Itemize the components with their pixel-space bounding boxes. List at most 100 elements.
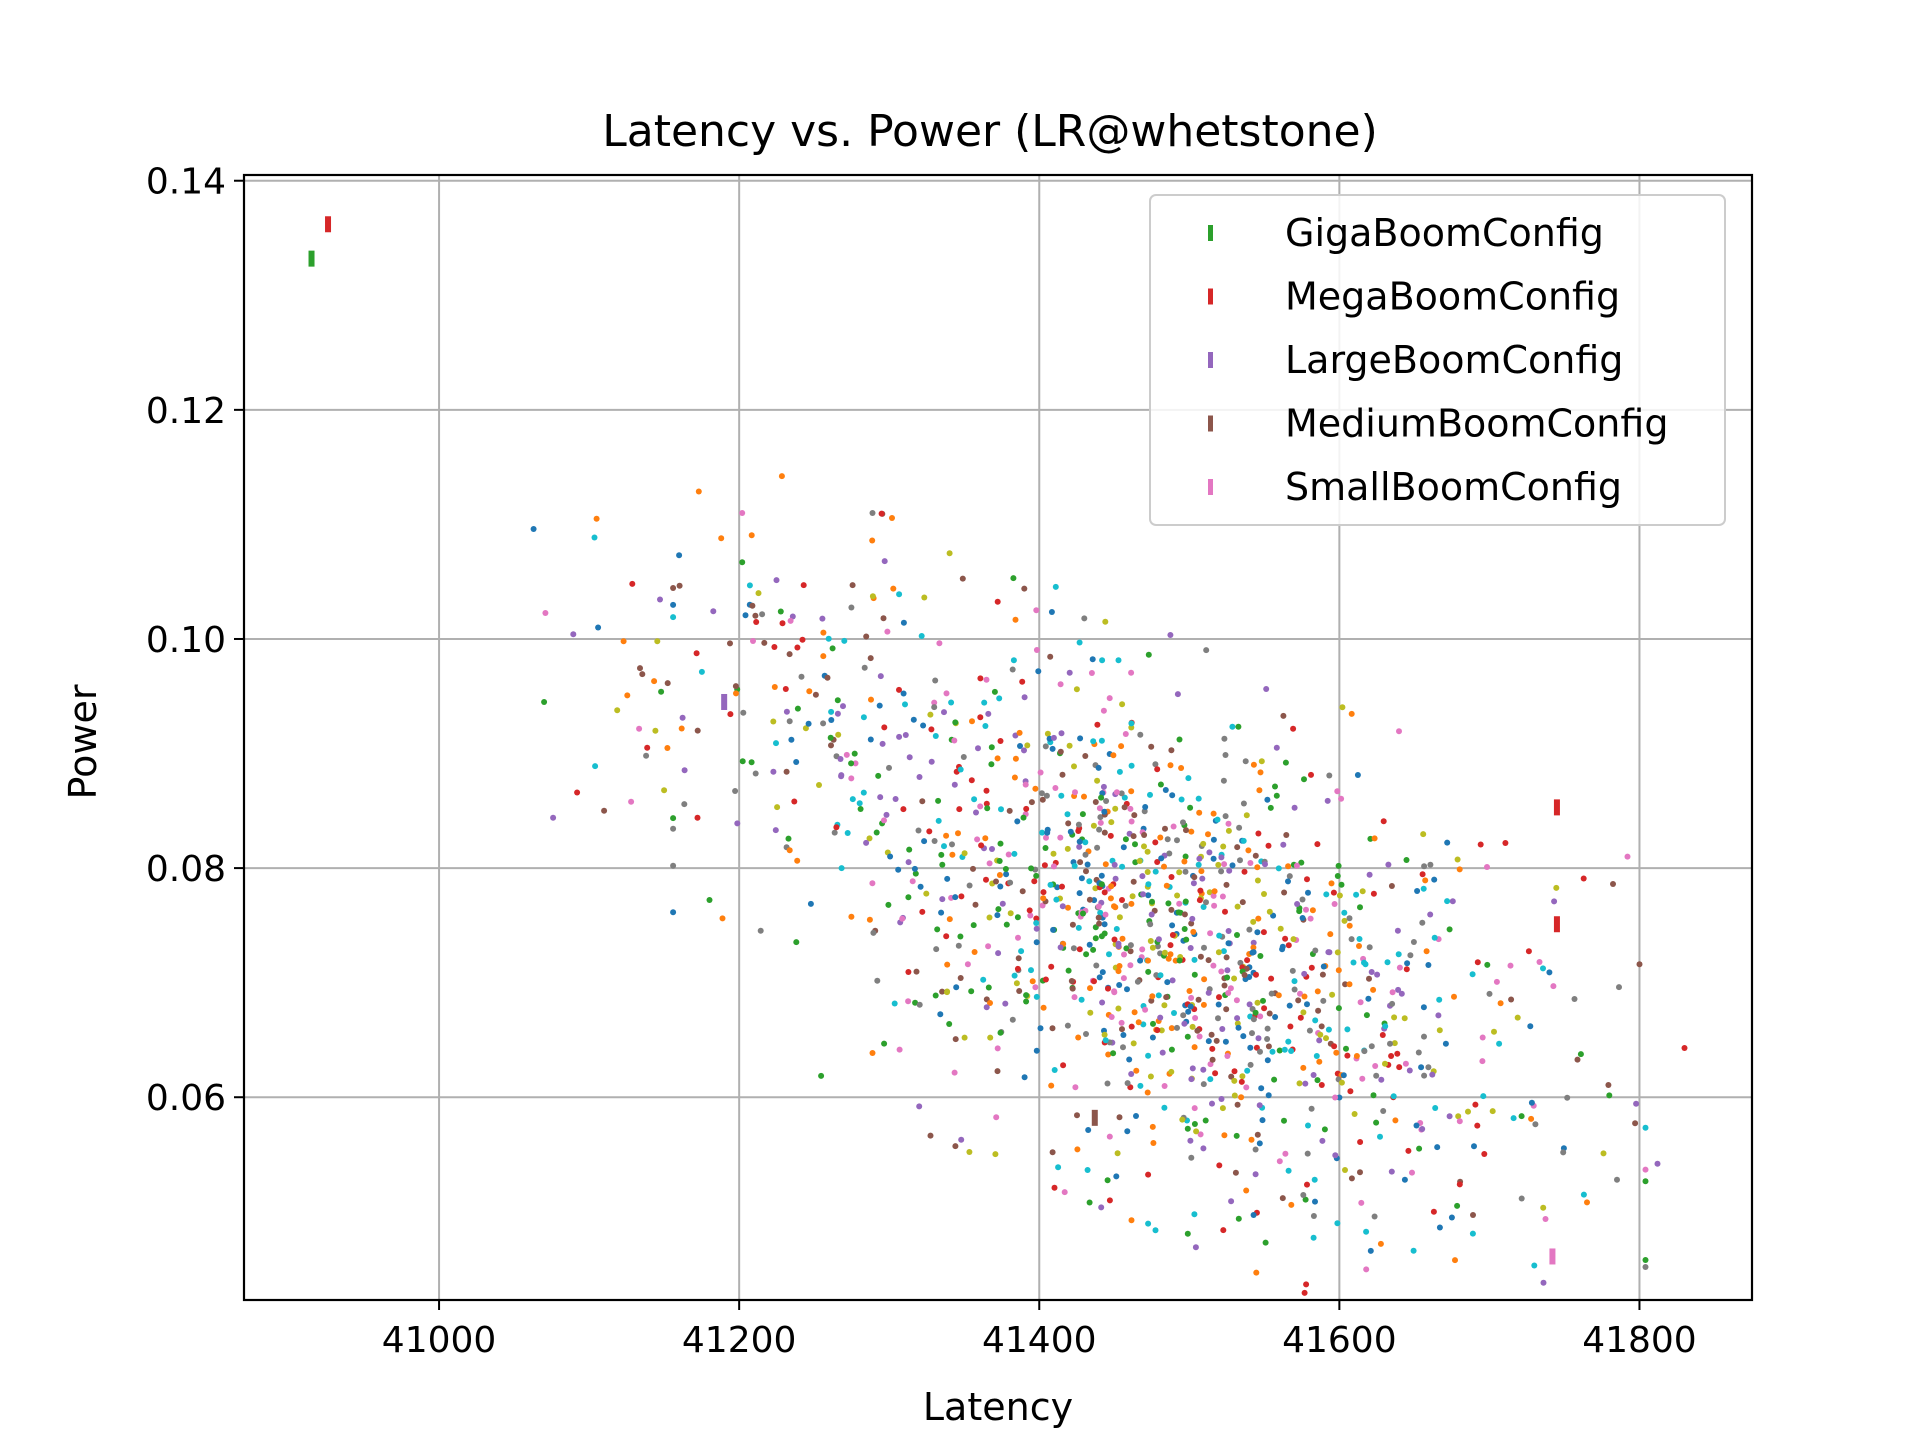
data-point <box>798 673 805 680</box>
data-point <box>828 708 835 715</box>
data-point <box>1193 1128 1200 1135</box>
data-point <box>1319 971 1326 978</box>
data-point <box>1168 1025 1175 1032</box>
data-point <box>786 718 793 725</box>
data-point <box>834 697 841 704</box>
data-point <box>1306 1027 1313 1034</box>
data-point <box>772 827 779 834</box>
data-point <box>1469 971 1476 978</box>
data-point <box>1250 944 1257 951</box>
data-point <box>1245 847 1252 854</box>
data-point <box>1188 920 1195 927</box>
data-point <box>905 894 912 901</box>
data-point <box>805 720 812 727</box>
data-point <box>1315 1007 1322 1014</box>
data-point <box>1096 920 1103 927</box>
y-tick-label: 0.14 <box>146 162 226 203</box>
data-point <box>1243 1187 1250 1194</box>
data-point <box>1095 914 1102 921</box>
data-point <box>1279 1195 1286 1202</box>
data-point <box>1220 948 1227 955</box>
data-point <box>968 988 975 995</box>
data-point <box>994 755 1001 762</box>
data-point <box>1098 881 1105 888</box>
data-point <box>994 1045 1001 1052</box>
data-point <box>1260 929 1267 936</box>
data-point <box>1389 989 1396 996</box>
data-point <box>1431 876 1438 883</box>
data-point <box>1195 795 1202 802</box>
data-point <box>1179 1116 1186 1123</box>
data-point <box>1225 928 1232 934</box>
data-point <box>1605 1082 1612 1088</box>
data-point <box>1142 1006 1149 1013</box>
data-point <box>1147 921 1154 928</box>
series-markers <box>308 216 1560 1265</box>
data-point <box>1113 1173 1120 1180</box>
series-marker <box>308 250 315 267</box>
data-point <box>1247 1044 1254 1051</box>
legend-box <box>1149 194 1726 526</box>
data-point <box>1244 957 1251 964</box>
data-point <box>1145 881 1152 888</box>
data-point <box>1105 1051 1112 1058</box>
data-point <box>977 675 984 682</box>
data-point <box>1382 1060 1388 1067</box>
data-point <box>992 1151 999 1158</box>
series-marker <box>1553 916 1560 933</box>
gridlines <box>244 175 1752 1300</box>
data-point <box>1102 618 1109 625</box>
legend-marker <box>1208 479 1213 495</box>
data-point <box>927 711 934 718</box>
data-point <box>1308 964 1315 971</box>
data-point <box>916 1001 923 1008</box>
data-point <box>1167 942 1174 949</box>
data-point <box>966 1149 973 1155</box>
x-axis-label: Latency <box>923 1385 1073 1429</box>
data-point <box>1113 926 1120 932</box>
data-point <box>939 896 946 903</box>
x-tick-label: 41000 <box>382 1320 497 1361</box>
data-point <box>1385 861 1392 868</box>
data-point <box>1129 893 1136 900</box>
data-point <box>939 861 946 868</box>
data-point <box>906 846 913 853</box>
data-point <box>985 710 992 717</box>
data-point <box>1379 1032 1386 1038</box>
data-point <box>1546 969 1553 976</box>
data-point <box>1021 1074 1028 1081</box>
data-point <box>1098 933 1105 940</box>
data-point <box>1427 911 1434 918</box>
data-point <box>927 1132 934 1139</box>
data-point <box>1436 1224 1443 1231</box>
data-point <box>1154 766 1161 773</box>
data-point <box>1028 967 1034 974</box>
data-point <box>1527 1023 1534 1030</box>
data-point <box>975 745 981 752</box>
data-point <box>664 680 671 687</box>
data-point <box>1212 1070 1219 1077</box>
data-point <box>1681 1045 1688 1051</box>
data-point <box>1300 1192 1307 1198</box>
data-point <box>1154 943 1161 950</box>
data-point <box>1086 1199 1093 1206</box>
data-point <box>1255 1035 1262 1042</box>
data-point <box>849 582 856 589</box>
data-point <box>1361 1048 1368 1055</box>
data-point <box>818 1072 825 1079</box>
data-point <box>1401 1176 1408 1183</box>
data-point <box>628 798 635 805</box>
data-point <box>1033 872 1040 879</box>
data-point <box>1133 1113 1139 1119</box>
data-point <box>1480 1093 1487 1100</box>
data-point <box>1183 827 1189 834</box>
data-point <box>1100 707 1107 714</box>
data-point <box>1202 1117 1209 1124</box>
data-point <box>1231 1077 1238 1084</box>
data-point <box>1250 761 1257 768</box>
data-point <box>848 604 855 611</box>
data-point <box>1196 855 1203 862</box>
data-point <box>1072 1084 1079 1091</box>
data-point <box>1425 962 1432 968</box>
data-point <box>1113 789 1120 796</box>
